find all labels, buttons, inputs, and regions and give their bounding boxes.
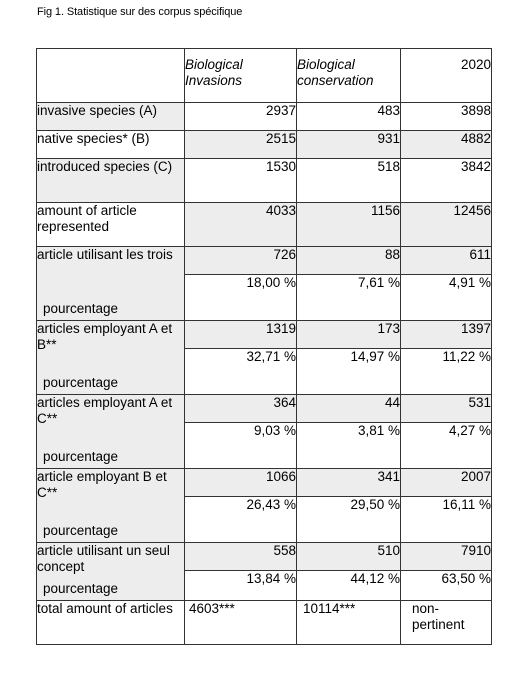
cell-value: 3842 bbox=[400, 158, 492, 203]
cell-value: 931 bbox=[296, 130, 401, 159]
row-label: articles employant A et B** bbox=[37, 321, 173, 352]
header-biological-conservation: Biological conservation bbox=[296, 48, 401, 103]
row-label-cell: articles employant A et C** pourcentage bbox=[36, 394, 185, 469]
table-row-ab-count: articles employant A et B** pourcentage … bbox=[36, 320, 492, 395]
cell-value: 726 bbox=[184, 246, 297, 275]
cell-value: 3898 bbox=[400, 102, 492, 131]
cell-value: 364 bbox=[184, 394, 297, 423]
cell-value: 2937 bbox=[184, 102, 297, 131]
header-biological-invasions: Biological Invasions bbox=[184, 48, 297, 103]
cell-percent: 7,61 % bbox=[296, 274, 401, 321]
row-label: article utilisant un seul concept bbox=[37, 543, 170, 574]
table-row-bc-percent: 26,43 % 29,50 % 16,11 % bbox=[37, 496, 492, 543]
table-row-bc-count: article employant B et C** pourcentage 1… bbox=[36, 468, 492, 543]
cell-percent: 3,81 % bbox=[296, 422, 401, 469]
row-sublabel: pourcentage bbox=[43, 375, 119, 390]
cell-value: 4882 bbox=[400, 130, 492, 159]
cell-percent: 18,00 % bbox=[184, 274, 297, 321]
table-row-trois-count: article utilisant les trois pourcentage … bbox=[36, 246, 492, 321]
row-label: invasive species (A) bbox=[36, 102, 185, 131]
row-label-cell: article employant B et C** pourcentage bbox=[36, 468, 185, 543]
table-row-seul-percent: 13,84 % 44,12 % 63,50 % bbox=[37, 570, 492, 601]
row-label: article employant B et C** bbox=[37, 469, 167, 500]
row-label: article utilisant les trois bbox=[37, 247, 173, 262]
row-label-cell: articles employant A et B** pourcentage bbox=[36, 320, 185, 395]
row-sublabel: pourcentage bbox=[43, 581, 119, 596]
table-row-amount: amount of article represented 4033 1156 … bbox=[36, 202, 492, 247]
row-label-cell: article utilisant les trois pourcentage bbox=[36, 246, 185, 321]
cell-value: 173 bbox=[296, 320, 401, 349]
table-row-trois-percent: 18,00 % 7,61 % 4,91 % bbox=[37, 274, 492, 321]
row-label: articles employant A et C** bbox=[37, 395, 173, 426]
table-row-native: native species* (B) 2515 931 4882 bbox=[36, 130, 492, 159]
cell-percent: 11,22 % bbox=[400, 348, 492, 395]
row-label: total amount of articles bbox=[36, 600, 185, 645]
row-label: amount of article represented bbox=[36, 202, 185, 247]
figure-caption: Fig 1. Statistique sur des corpus spécif… bbox=[37, 6, 243, 18]
cell-value: 7910 bbox=[400, 542, 492, 571]
cell-percent: 14,97 % bbox=[296, 348, 401, 395]
cell-percent: 44,12 % bbox=[296, 570, 401, 601]
cell-value: 1319 bbox=[184, 320, 297, 349]
cell-value: 88 bbox=[296, 246, 401, 275]
cell-percent: 9,03 % bbox=[184, 422, 297, 469]
row-label: introduced species (C) bbox=[36, 158, 185, 203]
table-row-seul-count: article utilisant un seul concept pource… bbox=[36, 542, 492, 601]
table-row-ab-percent: 32,71 % 14,97 % 11,22 % bbox=[37, 348, 492, 395]
cell-value: 483 bbox=[296, 102, 401, 131]
cell-value: 12456 bbox=[400, 202, 492, 247]
header-row: Biological Invasions Biological conserva… bbox=[36, 48, 492, 103]
table-row-total: total amount of articles 4603*** 10114**… bbox=[36, 600, 492, 645]
cell-percent: 16,11 % bbox=[400, 496, 492, 543]
cell-value: 1397 bbox=[400, 320, 492, 349]
cell-value: 341 bbox=[296, 468, 401, 497]
cell-value: 2007 bbox=[400, 468, 492, 497]
row-sublabel: pourcentage bbox=[43, 301, 119, 316]
cell-value: 1066 bbox=[184, 468, 297, 497]
cell-value: 2515 bbox=[184, 130, 297, 159]
cell-percent: 63,50 % bbox=[400, 570, 492, 601]
header-empty-cell bbox=[36, 48, 185, 103]
cell-value: 10114*** bbox=[296, 600, 401, 645]
cell-percent: 29,50 % bbox=[296, 496, 401, 543]
cell-value: 510 bbox=[296, 542, 401, 571]
cell-value: 44 bbox=[296, 394, 401, 423]
row-label: native species* (B) bbox=[36, 130, 185, 159]
row-label-cell: article utilisant un seul concept pource… bbox=[36, 542, 185, 601]
cell-value: 558 bbox=[184, 542, 297, 571]
cell-value: 4033 bbox=[184, 202, 297, 247]
cell-value: 1530 bbox=[184, 158, 297, 203]
cell-percent: 4,27 % bbox=[400, 422, 492, 469]
cell-percent: 4,91 % bbox=[400, 274, 492, 321]
table-row-introduced: introduced species (C) 1530 518 3842 bbox=[36, 158, 492, 203]
cell-value: 1156 bbox=[296, 202, 401, 247]
row-sublabel: pourcentage bbox=[43, 523, 119, 538]
cell-percent: 13,84 % bbox=[184, 570, 297, 601]
statistics-table: Biological Invasions Biological conserva… bbox=[36, 48, 492, 645]
cell-percent: 26,43 % bbox=[184, 496, 297, 543]
table-row-ac-count: articles employant A et C** pourcentage … bbox=[36, 394, 492, 469]
header-2020: 2020 bbox=[400, 48, 492, 103]
cell-value: non-pertinent bbox=[400, 600, 492, 645]
table-row-invasive: invasive species (A) 2937 483 3898 bbox=[36, 102, 492, 131]
row-sublabel: pourcentage bbox=[43, 449, 119, 464]
cell-value: 518 bbox=[296, 158, 401, 203]
cell-value: 531 bbox=[400, 394, 492, 423]
table-row-ac-percent: 9,03 % 3,81 % 4,27 % bbox=[37, 422, 492, 469]
cell-percent: 32,71 % bbox=[184, 348, 297, 395]
cell-value: 4603*** bbox=[184, 600, 297, 645]
cell-value: 611 bbox=[400, 246, 492, 275]
